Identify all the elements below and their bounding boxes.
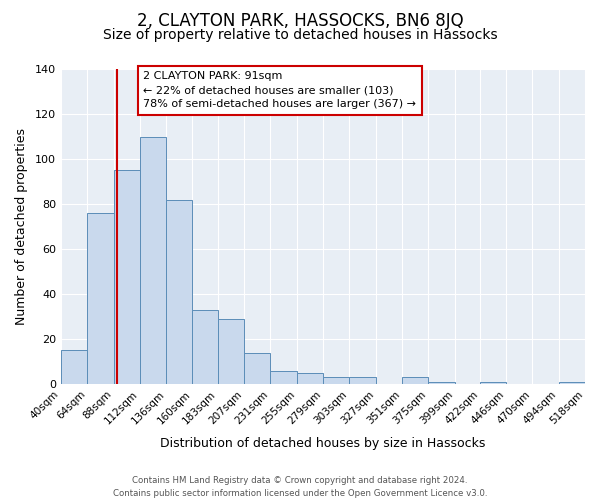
Bar bbox=[271, 370, 296, 384]
Text: Size of property relative to detached houses in Hassocks: Size of property relative to detached ho… bbox=[103, 28, 497, 42]
Bar bbox=[480, 382, 506, 384]
Bar bbox=[349, 378, 376, 384]
Text: 2 CLAYTON PARK: 91sqm
← 22% of detached houses are smaller (103)
78% of semi-det: 2 CLAYTON PARK: 91sqm ← 22% of detached … bbox=[143, 72, 416, 110]
Bar bbox=[402, 378, 428, 384]
Bar bbox=[140, 136, 166, 384]
Bar bbox=[323, 378, 349, 384]
Bar bbox=[61, 350, 87, 384]
Bar bbox=[87, 213, 113, 384]
Bar bbox=[559, 382, 585, 384]
X-axis label: Distribution of detached houses by size in Hassocks: Distribution of detached houses by size … bbox=[160, 437, 485, 450]
Bar bbox=[193, 310, 218, 384]
Bar bbox=[428, 382, 455, 384]
Bar bbox=[296, 373, 323, 384]
Text: 2, CLAYTON PARK, HASSOCKS, BN6 8JQ: 2, CLAYTON PARK, HASSOCKS, BN6 8JQ bbox=[137, 12, 463, 30]
Bar bbox=[113, 170, 140, 384]
Y-axis label: Number of detached properties: Number of detached properties bbox=[15, 128, 28, 325]
Bar bbox=[218, 319, 244, 384]
Bar bbox=[166, 200, 193, 384]
Bar bbox=[244, 352, 271, 384]
Text: Contains HM Land Registry data © Crown copyright and database right 2024.
Contai: Contains HM Land Registry data © Crown c… bbox=[113, 476, 487, 498]
